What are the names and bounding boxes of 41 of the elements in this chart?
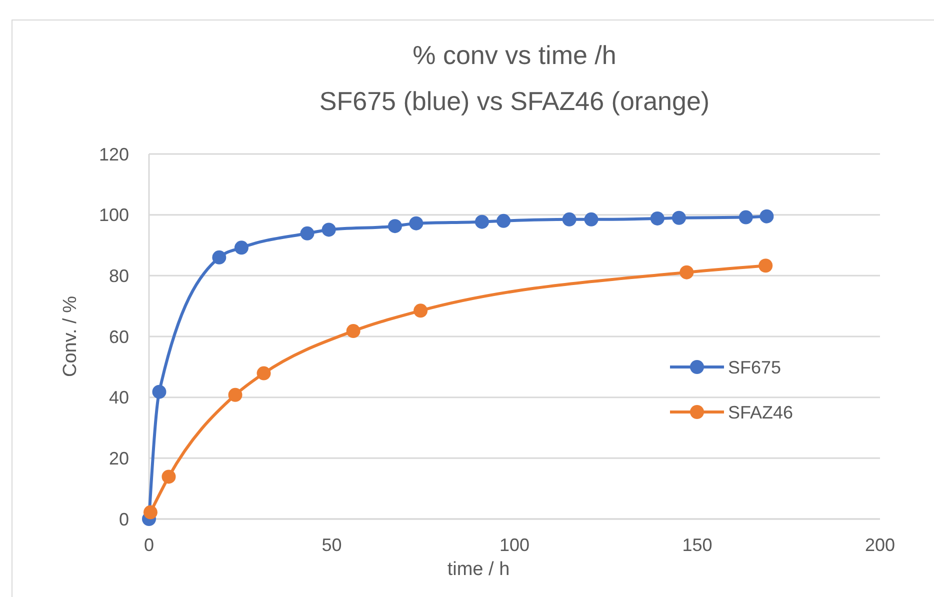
chart-title: % conv vs time /h xyxy=(412,40,616,70)
legend-label: SFAZ46 xyxy=(728,402,794,422)
point xyxy=(474,214,489,229)
point xyxy=(212,250,226,264)
point xyxy=(162,470,176,484)
y-axis-title: Conv. / % xyxy=(60,296,81,377)
point xyxy=(738,210,753,224)
x-tick-label: 100 xyxy=(499,535,530,555)
point xyxy=(414,304,428,318)
x-tick-label: 50 xyxy=(322,535,342,555)
chart-subtitle: SF675 (blue) vs SFAZ46 (orange) xyxy=(319,86,710,116)
point xyxy=(650,211,664,226)
y-tick-label: 100 xyxy=(98,205,129,226)
y-tick-label: 120 xyxy=(98,144,129,164)
point xyxy=(758,258,773,273)
y-tick-label: 0 xyxy=(118,509,129,530)
point xyxy=(256,366,271,380)
point xyxy=(409,216,424,230)
point xyxy=(760,209,774,224)
y-tick-label: 60 xyxy=(108,326,129,347)
y-tick-label: 40 xyxy=(108,388,129,408)
point xyxy=(300,226,314,240)
point xyxy=(143,505,158,520)
point xyxy=(584,212,598,226)
y-tick-label: 80 xyxy=(108,266,129,286)
point xyxy=(388,219,402,234)
x-tick-label: 0 xyxy=(144,535,154,555)
point xyxy=(672,210,686,225)
point xyxy=(346,324,360,338)
point xyxy=(234,240,248,255)
legend-label: SF675 xyxy=(728,357,782,378)
point xyxy=(152,384,166,399)
point xyxy=(322,222,336,237)
x-tick-label: 150 xyxy=(682,535,712,555)
y-tick-label: 20 xyxy=(108,448,129,468)
point xyxy=(496,214,511,228)
point xyxy=(228,388,242,402)
x-tick-label: 200 xyxy=(864,535,896,555)
point xyxy=(680,265,694,280)
point xyxy=(562,212,576,226)
x-axis-title: time / h xyxy=(447,559,510,580)
